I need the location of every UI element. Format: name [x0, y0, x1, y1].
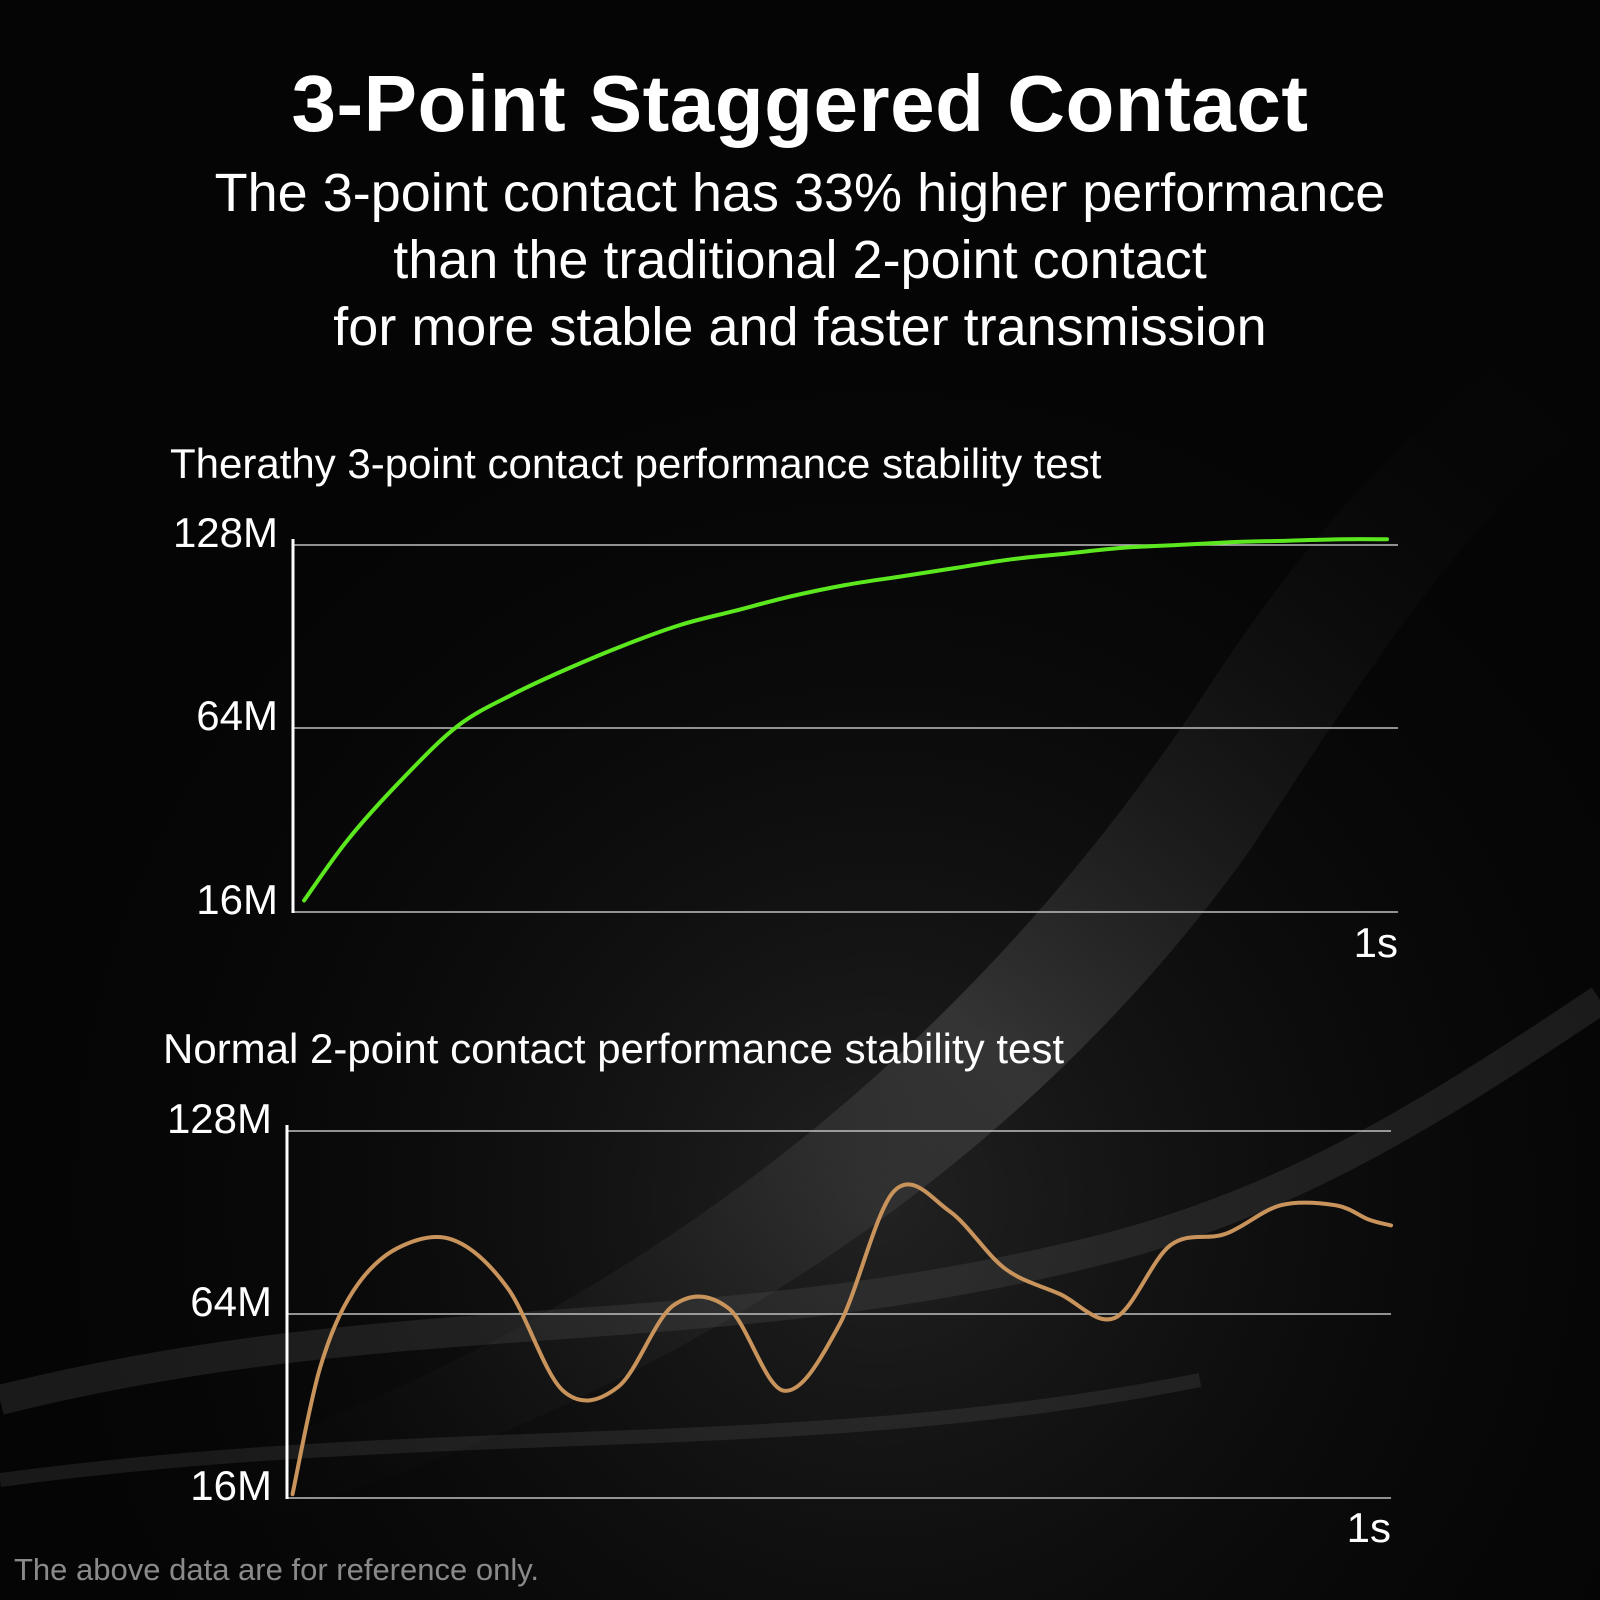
subtitle: The 3-point contact has 33% higher perfo… — [0, 160, 1600, 361]
chart-2point-series-line — [290, 1182, 1393, 1497]
chart-3point: 128M 64M 16M 1s — [173, 509, 1398, 966]
chart-3point-series-line — [302, 537, 1389, 903]
footnote: The above data are for reference only. — [14, 1552, 540, 1587]
chart-2point-ytick-2: 16M — [190, 1462, 272, 1509]
page-title: 3-Point Staggered Contact — [291, 59, 1309, 148]
chart-3point-xtick-end: 1s — [1354, 919, 1398, 966]
chart-3point-ytick-1: 64M — [196, 692, 278, 739]
chart-3point-ytick-2: 16M — [196, 876, 278, 923]
subtitle-line-1: The 3-point contact has 33% higher perfo… — [214, 163, 1386, 223]
subtitle-line-3: for more stable and faster transmission — [333, 297, 1267, 357]
subtitle-line-2: than the traditional 2-point contact — [393, 230, 1207, 290]
chart-2point-ytick-1: 64M — [190, 1278, 272, 1325]
chart-2point-title: Normal 2-point contact performance stabi… — [163, 1025, 1065, 1072]
chart-2point-ytick-0: 128M — [167, 1095, 272, 1142]
chart-3point-ytick-0: 128M — [173, 509, 278, 556]
chart-3point-title: Therathy 3-point contact performance sta… — [170, 440, 1102, 487]
chart-2point-xtick-end: 1s — [1347, 1504, 1391, 1551]
chart-2point: 128M 64M 16M 1s — [167, 1095, 1393, 1551]
